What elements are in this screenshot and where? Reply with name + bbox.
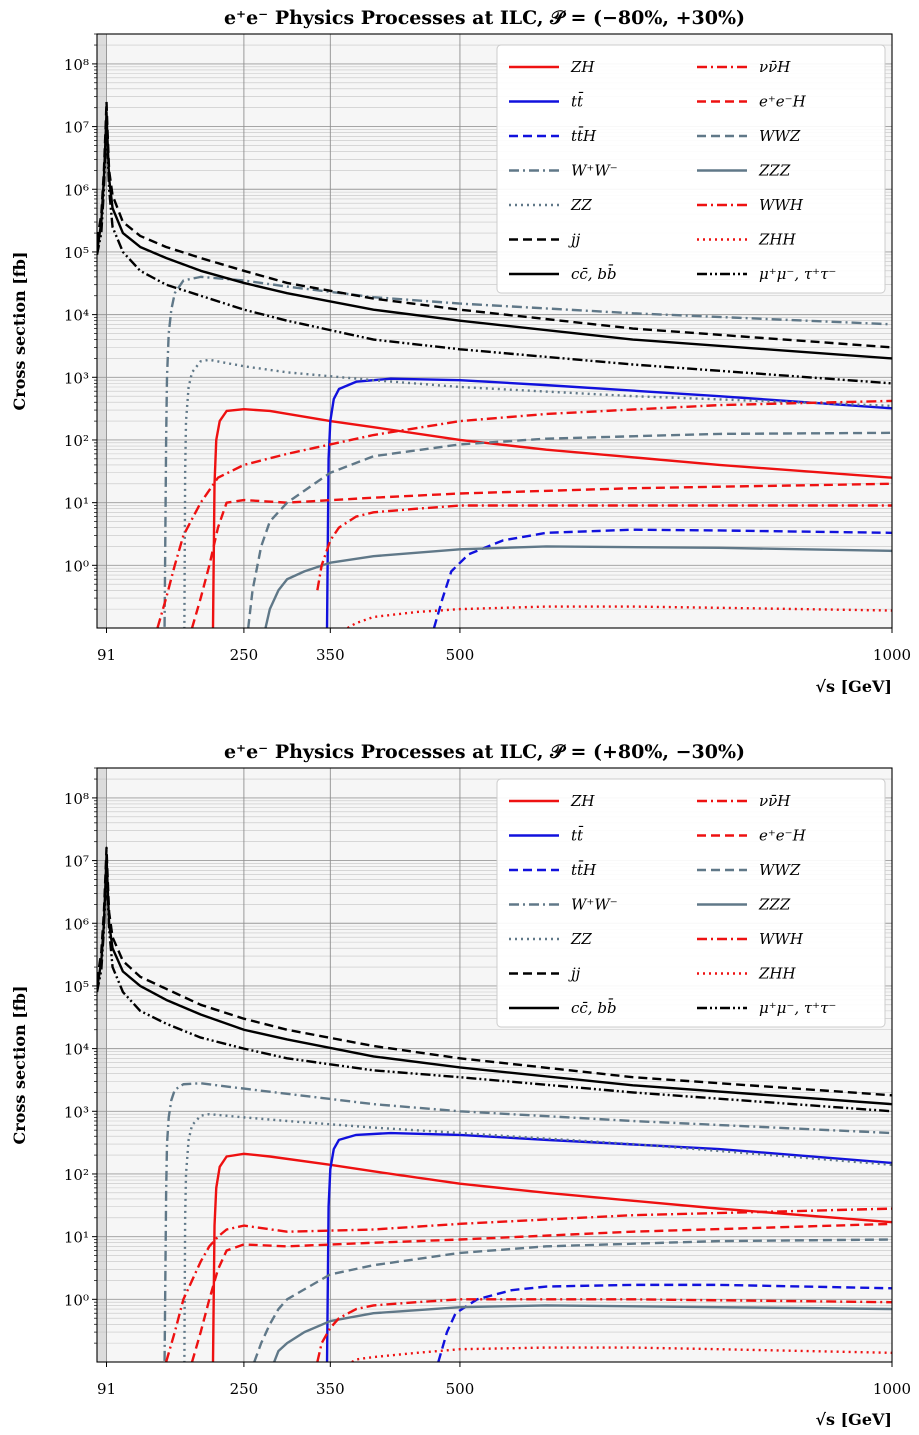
legend-entry-label: ZZ xyxy=(570,196,592,214)
legend-entry-label: cc̄, bb̄ xyxy=(571,999,617,1017)
x-tick-label: 250 xyxy=(230,646,259,664)
legend-entry-label: ZZZ xyxy=(758,896,791,914)
x-tick-label: 500 xyxy=(446,646,475,664)
series-line-7 xyxy=(156,399,892,628)
legend: ZH tt̄ tt̄H W⁺W⁻ ZZ jj cc̄, bb̄ νν̄H e⁺e⁻H WWZ ZZZ… xyxy=(496,778,886,1028)
series-line-2 xyxy=(437,1283,892,1362)
series-line-12 xyxy=(351,1346,892,1362)
grid xyxy=(97,768,892,1362)
y-axis-label: Cross section [fb] xyxy=(10,986,29,1145)
legend-entry-label: W⁺W⁻ xyxy=(571,162,618,180)
legend-entry-label: μ⁺μ⁻, τ⁺τ⁻ xyxy=(759,999,836,1017)
legend-entry-label: cc̄, bb̄ xyxy=(571,265,617,283)
y-tick-label: 10⁷ xyxy=(64,853,89,871)
legend-entry-label: WWH xyxy=(759,930,804,948)
chart-title: e⁺e⁻ Physics Processes at ILC, 𝒫 = (−80%… xyxy=(224,7,745,29)
legend-box xyxy=(496,44,886,294)
y-tick-label: 10⁵ xyxy=(64,978,89,996)
series-line-6 xyxy=(97,110,892,360)
y-tick-label: 10³ xyxy=(64,1103,89,1121)
series-line-10 xyxy=(264,545,892,628)
legend-box xyxy=(496,778,886,1028)
plot-frame xyxy=(96,33,893,629)
series-line-5 xyxy=(97,100,892,349)
chart-title: e⁺e⁻ Physics Processes at ILC, 𝒫 = (+80%… xyxy=(224,741,745,763)
series-line-13 xyxy=(97,120,892,385)
series-lines xyxy=(97,846,892,1362)
legend-entry-label: jj xyxy=(568,965,581,983)
y-tick-label: 10⁰ xyxy=(64,557,89,575)
legend-entry-label: tt̄ xyxy=(571,92,584,110)
x-tick-label: 350 xyxy=(316,646,345,664)
legend: ZH tt̄ tt̄H W⁺W⁻ ZZ jj cc̄, bb̄ νν̄H e⁺e⁻H WWZ ZZZ… xyxy=(496,44,886,294)
series-line-0 xyxy=(211,1152,892,1362)
legend-entry-label: tt̄ xyxy=(571,826,584,844)
y-tick-label: 10¹ xyxy=(64,495,89,513)
series-line-13 xyxy=(97,862,892,1113)
plot-frame xyxy=(96,767,893,1363)
legend-entry-label: ZH xyxy=(570,792,595,810)
series-line-11 xyxy=(316,1298,892,1362)
legend-entry-label: ZHH xyxy=(758,965,797,983)
x-tick-label: 350 xyxy=(316,1380,345,1398)
y-axis-label: Cross section [fb] xyxy=(10,252,29,411)
series-line-9 xyxy=(253,1238,892,1362)
legend-entry-label: ZZZ xyxy=(758,162,791,180)
series-lines xyxy=(97,100,892,628)
legend-entry-label: tt̄H xyxy=(571,861,597,879)
y-tick-label: 10⁵ xyxy=(64,244,89,262)
y-tick-label: 10⁷ xyxy=(64,119,89,137)
y-tick-label: 10² xyxy=(64,432,89,450)
y-tick-label: 10⁶ xyxy=(64,181,89,199)
x-tick-label: 91 xyxy=(97,646,116,664)
series-line-0 xyxy=(211,407,892,628)
series-line-2 xyxy=(432,528,892,628)
chart-top: 10⁰ 10¹ 10² 10³ 10⁴ 10⁵ 10⁶ 10⁷ 10⁸ 91 250 350 500 10… xyxy=(10,7,911,696)
shaded-region xyxy=(97,34,107,628)
shaded-region xyxy=(97,768,107,1362)
legend-entry-label: ZHH xyxy=(758,231,797,249)
legend-entry-label: e⁺e⁻H xyxy=(759,827,807,845)
legend-entry-label: jj xyxy=(568,231,581,249)
legend-entry-label: ZZ xyxy=(570,930,592,948)
legend-entry-label: W⁺W⁻ xyxy=(571,896,618,914)
x-tick-label: 500 xyxy=(446,1380,475,1398)
y-tick-label: 10³ xyxy=(64,369,89,387)
series-line-8 xyxy=(190,1222,892,1362)
y-tick-label: 10⁶ xyxy=(64,915,89,933)
series-line-1 xyxy=(325,377,892,628)
x-axis-label: √s [GeV] xyxy=(816,1410,893,1429)
legend-entry-label: ZH xyxy=(570,58,595,76)
x-axis-label: √s [GeV] xyxy=(816,677,893,696)
series-line-7 xyxy=(164,1207,892,1362)
series-line-10 xyxy=(273,1304,892,1362)
y-tick-label: 10² xyxy=(64,1166,89,1184)
y-tick-label: 10¹ xyxy=(64,1229,89,1247)
series-line-8 xyxy=(190,482,892,628)
series-line-12 xyxy=(347,605,892,628)
legend-entry-label: νν̄H xyxy=(759,58,791,76)
legend-entry-label: WWZ xyxy=(759,127,801,145)
legend-entry-label: νν̄H xyxy=(759,792,791,810)
legend-entry-label: WWH xyxy=(759,196,804,214)
x-tick-label: 91 xyxy=(97,1380,116,1398)
y-tick-label: 10⁴ xyxy=(64,307,89,325)
y-tick-label: 10⁸ xyxy=(64,790,89,808)
series-line-9 xyxy=(247,431,892,628)
x-tick-label: 1000 xyxy=(873,1380,911,1398)
x-tick-label: 1000 xyxy=(873,646,911,664)
legend-entry-label: tt̄H xyxy=(571,127,597,145)
y-tick-label: 10⁸ xyxy=(64,56,89,74)
y-tick-label: 10⁴ xyxy=(64,1041,89,1059)
chart-bottom: 10⁰ 10¹ 10² 10³ 10⁴ 10⁵ 10⁶ 10⁷ 10⁸ 91 250 350 500 10… xyxy=(10,741,911,1429)
series-line-4 xyxy=(183,1112,892,1362)
y-tick-label: 10⁰ xyxy=(64,1291,89,1309)
legend-entry-label: WWZ xyxy=(759,861,801,879)
series-line-3 xyxy=(163,1082,892,1362)
legend-entry-label: e⁺e⁻H xyxy=(759,93,807,111)
legend-entry-label: μ⁺μ⁻, τ⁺τ⁻ xyxy=(759,265,836,283)
x-tick-label: 250 xyxy=(230,1380,259,1398)
